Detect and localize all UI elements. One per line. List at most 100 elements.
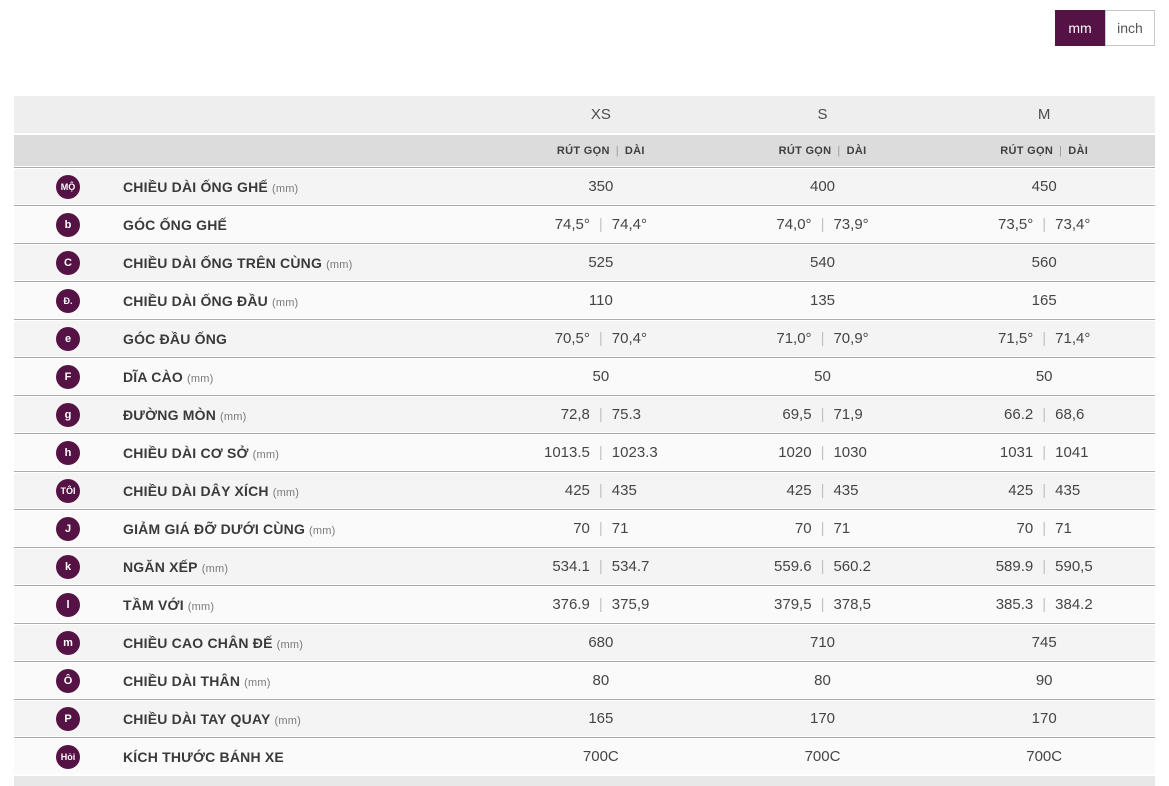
row-unit: (mm) [220, 410, 247, 423]
row-unit: (mm) [271, 296, 299, 309]
value-short: 70,5° [554, 330, 590, 347]
value-long: 375,9 [611, 596, 650, 613]
row-label-cell: P CHIỀU DÀI TAY QUAY (mm) [14, 706, 490, 731]
table-row: k NGĂN XẾP (mm) 534.1 | 534.7 559.6 | 560.2 589.9… [14, 549, 1155, 584]
row-divider [14, 319, 1155, 320]
row-label-cell: g ĐƯỜNG MÒN (mm) [14, 402, 490, 427]
value: 50 [814, 368, 831, 385]
row-badge: b [56, 212, 80, 237]
row-divider [14, 471, 1155, 472]
value-separator: | [820, 482, 825, 499]
cell-s: 379,5 | 378,5 [712, 596, 934, 613]
value-long: 384.2 [1055, 596, 1093, 613]
row-label-cell: m CHIỀU CAO CHÂN ĐẾ (mm) [14, 630, 490, 655]
value-long: 1023.3 [611, 444, 658, 461]
row-divider [14, 357, 1155, 358]
value-separator: | [1042, 330, 1047, 347]
value-separator: | [1042, 520, 1047, 537]
cell-m: 385.3 | 384.2 [933, 596, 1155, 613]
value-long: 71,9 [833, 406, 863, 423]
row-label-cell: J GIẢM GIÁ ĐỠ DƯỚI CÙNG (mm) [14, 516, 490, 541]
value: 745 [1031, 634, 1057, 651]
value-separator: | [598, 444, 603, 461]
value-short: 379,5 [774, 596, 812, 613]
value: 710 [809, 634, 836, 651]
row-badge: Đ. [56, 288, 80, 313]
cell-m: 745 [933, 634, 1155, 651]
cell-s: 700C [712, 748, 934, 765]
row-label: DĨA CÀO (mm) [123, 368, 214, 385]
cell-m: 71,5° | 71,4° [933, 330, 1155, 347]
row-unit: (mm) [187, 372, 214, 385]
value: 700C [1026, 748, 1063, 765]
row-badge: C [56, 250, 80, 275]
subheader-row: RÚT GỌN | DÀI RÚT GỌN | DÀI RÚT GỌN | DÀI [14, 135, 1155, 166]
cell-s: 135 [712, 292, 934, 309]
row-label: ĐƯỜNG MÒN (mm) [123, 406, 247, 423]
value-short: 70 [794, 520, 812, 537]
row-label-cell: Ô CHIỀU DÀI THÂN (mm) [14, 668, 490, 693]
value: 50 [1035, 368, 1053, 385]
row-unit: (mm) [252, 448, 280, 461]
value-separator: | [598, 330, 603, 347]
row-label-cell: k NGĂN XẾP (mm) [14, 554, 490, 579]
row-unit: (mm) [271, 182, 299, 195]
unit-inch-button[interactable]: inch [1105, 10, 1155, 46]
cell-xs: 50 [490, 368, 712, 385]
cell-xs: 1013.5 | 1023.3 [490, 444, 712, 461]
row-badge: k [56, 554, 80, 579]
value-separator: | [820, 520, 825, 537]
table-row: MỘ CHIỀU DÀI ỐNG GHẾ (mm) 350 400 450 [14, 169, 1155, 204]
table-row: l TẦM VỚI (mm) 376.9 | 375,9 379,5 | 378,5 385.3 |… [14, 587, 1155, 622]
value-short: 72,8 [560, 406, 590, 423]
value-separator: | [1042, 406, 1047, 423]
subheader-separator: | [837, 144, 841, 157]
unit-mm-button[interactable]: mm [1055, 10, 1105, 46]
row-badge: g [56, 402, 80, 427]
row-label: GIẢM GIÁ ĐỠ DƯỚI CÙNG (mm) [123, 520, 336, 537]
value: 90 [1035, 672, 1053, 689]
row-label: NGĂN XẾP (mm) [123, 558, 229, 575]
row-label-cell: F DĨA CÀO (mm) [14, 364, 490, 389]
row-badge: J [56, 516, 80, 541]
row-label: CHIỀU DÀI TAY QUAY (mm) [123, 710, 301, 727]
row-unit: (mm) [272, 486, 300, 499]
value: 170 [1031, 710, 1057, 727]
value-short: 559.6 [774, 558, 812, 575]
row-divider [14, 509, 1155, 510]
row-unit: (mm) [201, 562, 229, 575]
cell-xs: 110 [490, 292, 712, 309]
row-label: CHIỀU DÀI CƠ SỞ (mm) [123, 444, 280, 461]
value-long: 435 [611, 482, 637, 499]
cell-m: 73,5° | 73,4° [933, 216, 1155, 233]
value-separator: | [820, 216, 825, 233]
table-row: g ĐƯỜNG MÒN (mm) 72,8 | 75.3 69,5 | 71,9 66.2 | 68,… [14, 397, 1155, 432]
value-separator: | [1042, 558, 1047, 575]
value-long: 1030 [833, 444, 867, 461]
value-separator: | [598, 216, 603, 233]
value-short: 589.9 [995, 558, 1034, 575]
row-label: CHIỀU CAO CHÂN ĐẾ (mm) [123, 634, 304, 651]
row-divider [14, 699, 1155, 700]
table-row: b GÓC ỐNG GHẾ 74,5° | 74,4° 74,0° | 73,9° 73,5° |… [14, 207, 1155, 242]
value: 400 [809, 178, 836, 195]
row-divider [14, 281, 1155, 282]
cell-s: 1020 | 1030 [712, 444, 934, 461]
value-separator: | [820, 596, 825, 613]
value-short: 425 [1008, 482, 1034, 499]
row-unit: (mm) [187, 600, 215, 613]
value-long: 71 [1055, 520, 1072, 537]
value-separator: | [598, 520, 603, 537]
cell-m: 66.2 | 68,6 [933, 406, 1155, 423]
unit-toggle[interactable]: mm inch [1055, 10, 1155, 46]
value-short: 73,5° [998, 216, 1034, 233]
cell-m: 450 [933, 178, 1155, 195]
cell-m: 50 [933, 368, 1155, 385]
value-long: 74,4° [611, 216, 647, 233]
cell-m: 170 [933, 710, 1155, 727]
cell-s: 50 [712, 368, 934, 385]
value-separator: | [598, 406, 603, 423]
row-label: CHIỀU DÀI THÂN (mm) [123, 672, 271, 689]
cell-s: 540 [712, 254, 934, 271]
subheader-s: RÚT GỌN | DÀI [712, 145, 934, 157]
